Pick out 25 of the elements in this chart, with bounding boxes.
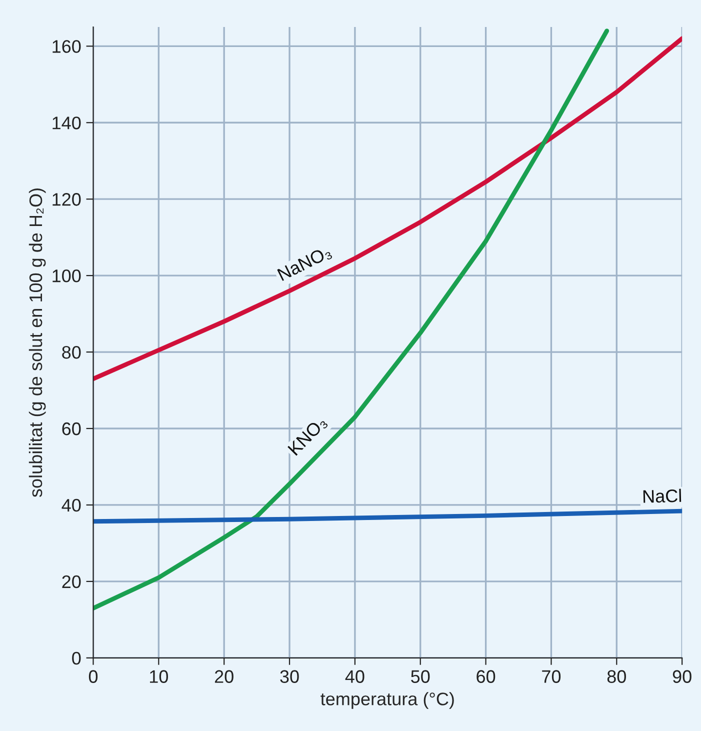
y-tick-label: 80 — [62, 346, 81, 359]
line-series — [93, 28, 610, 610]
y-tick-label: 60 — [62, 422, 81, 436]
x-tick-label: 50 — [411, 670, 430, 683]
x-tick-label: 40 — [345, 670, 364, 683]
x-tick-label: 30 — [280, 670, 299, 683]
y-axis-title: solubilitat (g de solut en 100 g de H₂O) — [28, 188, 46, 498]
line-series — [93, 508, 682, 524]
x-tick-label: 90 — [672, 670, 692, 683]
y-tick-label: 160 — [52, 40, 81, 53]
line-series — [93, 36, 682, 382]
y-tick-label: 40 — [62, 498, 81, 512]
y-tick-label: 20 — [62, 575, 81, 588]
x-axis-title: temperatura (°C) — [320, 692, 454, 709]
series-label: NaCl — [643, 488, 682, 503]
y-tick-label: 0 — [72, 652, 81, 665]
y-tick-label: 100 — [52, 270, 81, 282]
x-tick-label: 60 — [476, 670, 496, 683]
x-tick-label: 10 — [150, 670, 168, 683]
x-tick-label: 20 — [214, 670, 234, 683]
x-tick-label: 70 — [542, 670, 561, 683]
x-tick-label: 80 — [607, 670, 626, 683]
y-tick-label: 140 — [52, 116, 81, 130]
y-tick-label: 120 — [52, 193, 81, 206]
x-tick-label: 0 — [88, 670, 98, 683]
